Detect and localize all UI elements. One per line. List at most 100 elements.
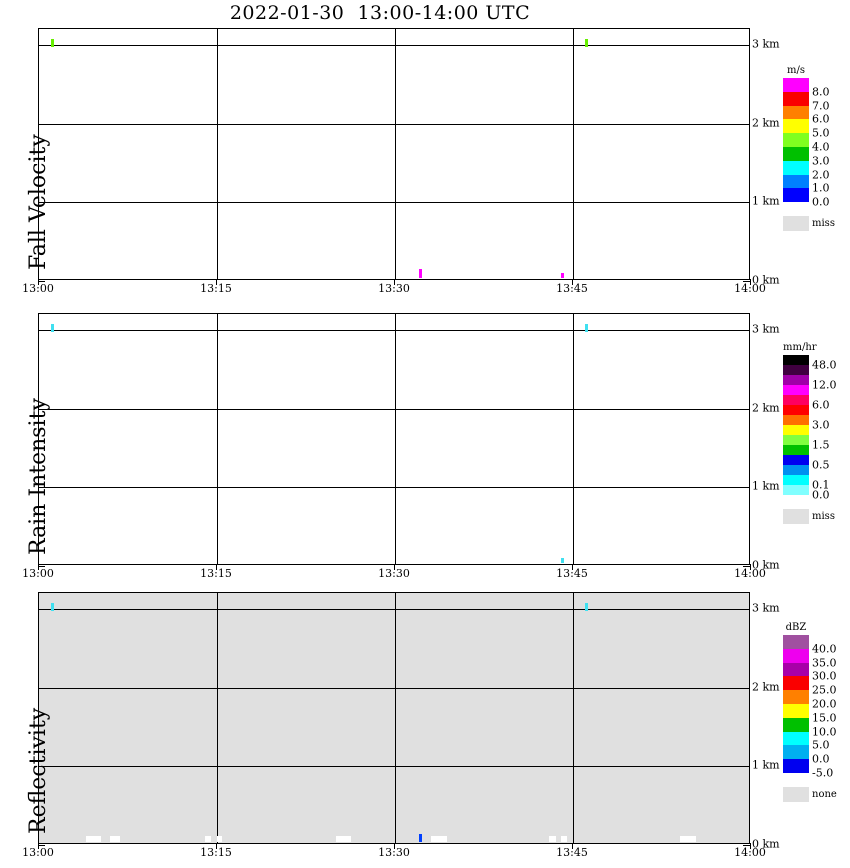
- x-tick: [216, 564, 217, 570]
- y-tick: [38, 123, 45, 125]
- gridline-horizontal: [39, 766, 749, 768]
- y-axis-label: 1 km: [752, 479, 780, 493]
- colorbar-swatch: [783, 676, 809, 691]
- y-axis-label: 0 km: [752, 837, 780, 851]
- colorbar-tick-label: 25.0: [812, 683, 837, 697]
- plot-area-reflectivity[interactable]: [38, 592, 750, 846]
- colorbar-swatch: [783, 174, 809, 189]
- colorbar-tick-label: 7.0: [812, 99, 830, 113]
- colorbar-missing-label: miss: [812, 218, 835, 230]
- data-mark: [561, 273, 565, 278]
- y-tick: [743, 845, 750, 846]
- colorbar-tick-label: 5.0: [812, 126, 830, 140]
- y-tick: [38, 44, 45, 46]
- colorbar-swatch: [783, 731, 809, 746]
- y-tick: [743, 123, 750, 125]
- y-axis-label: 2 km: [752, 401, 780, 414]
- y-axis-label: 2 km: [752, 116, 780, 129]
- data-mark: [584, 602, 588, 611]
- colorbar-swatch: [783, 690, 809, 704]
- y-tick: [743, 329, 750, 331]
- colorbar-swatch: [783, 662, 809, 677]
- gridline-horizontal: [39, 329, 749, 331]
- x-tick: [750, 843, 751, 849]
- x-tick: [38, 564, 39, 570]
- y-tick: [743, 281, 750, 282]
- colorbar-tick-label: 0.0: [812, 752, 830, 766]
- x-axis-label: 13:45: [556, 282, 588, 295]
- x-axis-label: 14:00: [734, 846, 766, 859]
- colorbar-missing-label: miss: [812, 511, 835, 522]
- colorbar-tick-label: -5.0: [812, 766, 834, 780]
- y-axis-label: 2 km: [752, 680, 780, 693]
- gridline-vertical: [217, 314, 218, 564]
- colorbar-tick-label: 40.0: [812, 642, 837, 656]
- gridline-vertical: [217, 29, 218, 279]
- colorbar-swatch: [783, 717, 809, 732]
- plot-area-rain-intensity[interactable]: [38, 313, 750, 567]
- colorbar-tick-label: 0.1: [812, 478, 830, 492]
- ground-clutter-patch: [430, 836, 448, 842]
- colorbar-tick-label: 5.0: [812, 738, 830, 752]
- colorbar-tick-label: 20.0: [812, 697, 837, 711]
- colorbar-swatch: [783, 405, 809, 415]
- colorbar-swatch: [783, 465, 809, 475]
- y-axis-label: 1 km: [752, 194, 780, 208]
- colorbar-tick-label: 4.0: [812, 140, 830, 154]
- ground-clutter-patch: [217, 836, 222, 842]
- colorbar-tick-label: 15.0: [812, 711, 837, 725]
- x-tick: [572, 843, 573, 849]
- y-tick: [743, 766, 750, 768]
- panel-reflectivity: 0 km 1 km 2 km 3 km 13:00 13:15 13:30 13:45 14:0…: [22, 592, 780, 859]
- colorbar-tick-label: 0.5: [812, 458, 830, 472]
- colorbar-tick-label: 2.0: [812, 168, 830, 182]
- colorbar-missing-swatch: [783, 216, 809, 232]
- colorbar-tick-label: 10.0: [812, 725, 837, 739]
- y-tick: [743, 408, 750, 410]
- ground-clutter-patch: [679, 836, 697, 842]
- colorbar-tick-label: 35.0: [812, 656, 837, 670]
- x-axis-label: 13:15: [200, 846, 232, 859]
- colorbar-swatch: [783, 435, 809, 445]
- colorbar-tick-label: 3.0: [812, 418, 830, 432]
- gridline-vertical: [395, 314, 396, 564]
- page-title: 2022-01-30 13:00-14:00 UTC: [229, 2, 531, 24]
- data-mark: [418, 834, 422, 842]
- gridline-horizontal: [39, 487, 749, 489]
- colorbar-swatch: [783, 395, 809, 405]
- colorbar-tick-label: 1.0: [812, 181, 830, 195]
- x-tick: [572, 279, 573, 285]
- colorbar-swatch: [783, 703, 809, 718]
- colorbar-tick-label: 12.0: [812, 378, 837, 392]
- y-axis-label: 3 km: [752, 322, 780, 336]
- colorbar-swatch: [783, 445, 809, 455]
- y-tick: [38, 608, 45, 610]
- x-tick: [216, 843, 217, 849]
- y-tick: [38, 845, 45, 846]
- gridline-vertical: [395, 29, 396, 279]
- colorbar-swatch: [783, 78, 809, 92]
- colorbar-tick-label: 3.0: [812, 154, 830, 168]
- colorbar-swatches: [783, 355, 809, 495]
- ground-clutter-patch: [335, 836, 352, 842]
- ground-clutter-patch: [561, 836, 568, 842]
- colorbar-swatches: [783, 78, 809, 203]
- panel-rain-intensity: 0 km 1 km 2 km 3 km 13:00 13:15 13:30 13:45 14:0…: [22, 313, 780, 580]
- colorbar-swatch: [783, 119, 809, 134]
- colorbar-swatch: [783, 385, 809, 395]
- colorbar-unit-label: m/s: [787, 65, 805, 76]
- axis-title-reflectivity: Reflectivity: [26, 707, 51, 834]
- gridline-vertical: [573, 593, 574, 843]
- colorbar-tick-label: 6.0: [812, 112, 830, 126]
- ground-clutter-patch: [205, 836, 212, 842]
- x-tick: [38, 843, 39, 849]
- y-tick: [38, 202, 45, 204]
- plot-area-fall-velocity[interactable]: [38, 28, 750, 282]
- colorbar-swatch: [783, 485, 809, 495]
- x-axis-label: 13:00: [22, 567, 54, 580]
- colorbar-swatch: [783, 105, 809, 120]
- colorbar-swatch: [783, 455, 809, 465]
- axis-title-rain-intensity: Rain Intensity: [26, 398, 51, 555]
- colorbar-missing-swatch: [783, 509, 809, 524]
- gridline-vertical: [573, 314, 574, 564]
